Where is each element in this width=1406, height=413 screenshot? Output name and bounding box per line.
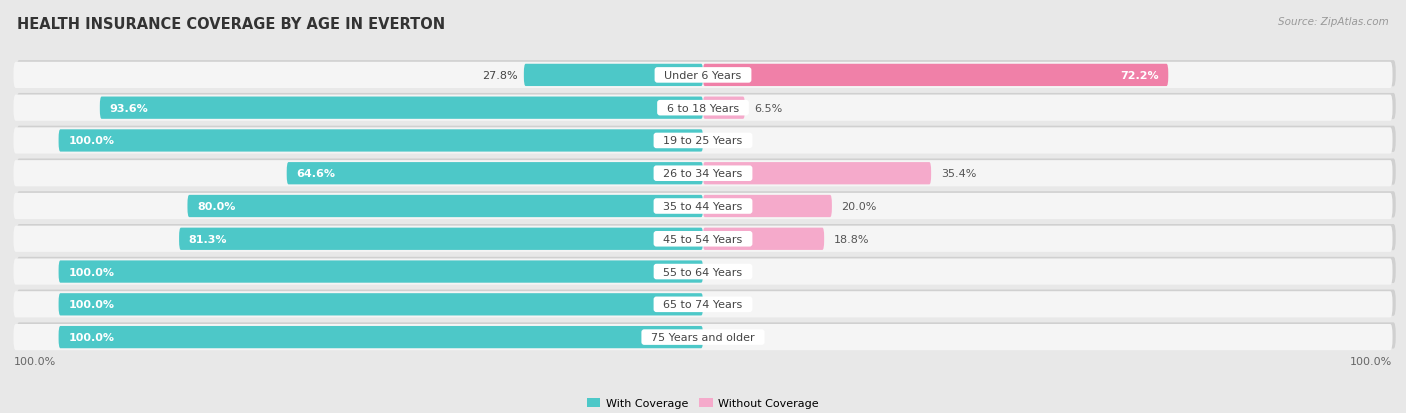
FancyBboxPatch shape: [524, 64, 703, 87]
Text: Source: ZipAtlas.com: Source: ZipAtlas.com: [1278, 17, 1389, 26]
FancyBboxPatch shape: [14, 226, 1392, 252]
Text: 100.0%: 100.0%: [69, 332, 114, 342]
Text: 0.0%: 0.0%: [713, 267, 741, 277]
Text: 93.6%: 93.6%: [110, 103, 148, 114]
FancyBboxPatch shape: [17, 192, 1396, 218]
FancyBboxPatch shape: [179, 228, 703, 250]
Text: 100.0%: 100.0%: [14, 356, 56, 366]
FancyBboxPatch shape: [100, 97, 703, 119]
FancyBboxPatch shape: [17, 126, 1396, 152]
FancyBboxPatch shape: [14, 259, 1392, 285]
Text: 100.0%: 100.0%: [69, 299, 114, 310]
Text: 19 to 25 Years: 19 to 25 Years: [657, 136, 749, 146]
FancyBboxPatch shape: [14, 193, 1392, 220]
Text: Under 6 Years: Under 6 Years: [658, 71, 748, 81]
FancyBboxPatch shape: [14, 292, 1392, 318]
Text: 100.0%: 100.0%: [1350, 356, 1392, 366]
FancyBboxPatch shape: [703, 64, 1168, 87]
FancyBboxPatch shape: [59, 130, 703, 152]
Text: 35 to 44 Years: 35 to 44 Years: [657, 202, 749, 211]
FancyBboxPatch shape: [703, 163, 931, 185]
Text: 100.0%: 100.0%: [69, 267, 114, 277]
Legend: With Coverage, Without Coverage: With Coverage, Without Coverage: [588, 398, 818, 408]
Text: 80.0%: 80.0%: [197, 202, 236, 211]
FancyBboxPatch shape: [17, 159, 1396, 185]
FancyBboxPatch shape: [14, 324, 1392, 350]
Text: 26 to 34 Years: 26 to 34 Years: [657, 169, 749, 179]
Text: 18.8%: 18.8%: [834, 234, 869, 244]
Text: 27.8%: 27.8%: [482, 71, 517, 81]
FancyBboxPatch shape: [703, 195, 832, 218]
FancyBboxPatch shape: [187, 195, 703, 218]
Text: 0.0%: 0.0%: [713, 136, 741, 146]
FancyBboxPatch shape: [703, 97, 745, 119]
Text: 100.0%: 100.0%: [69, 136, 114, 146]
Text: 6.5%: 6.5%: [755, 103, 783, 114]
Text: 81.3%: 81.3%: [188, 234, 228, 244]
Text: 45 to 54 Years: 45 to 54 Years: [657, 234, 749, 244]
Text: 72.2%: 72.2%: [1121, 71, 1159, 81]
FancyBboxPatch shape: [287, 163, 703, 185]
Text: 6 to 18 Years: 6 to 18 Years: [659, 103, 747, 114]
FancyBboxPatch shape: [17, 61, 1396, 87]
FancyBboxPatch shape: [59, 326, 703, 349]
Text: HEALTH INSURANCE COVERAGE BY AGE IN EVERTON: HEALTH INSURANCE COVERAGE BY AGE IN EVER…: [17, 17, 444, 31]
FancyBboxPatch shape: [14, 128, 1392, 154]
Text: 0.0%: 0.0%: [713, 299, 741, 310]
Text: 35.4%: 35.4%: [941, 169, 976, 179]
FancyBboxPatch shape: [17, 290, 1396, 316]
Text: 20.0%: 20.0%: [842, 202, 877, 211]
FancyBboxPatch shape: [17, 257, 1396, 283]
FancyBboxPatch shape: [14, 63, 1392, 89]
Text: 55 to 64 Years: 55 to 64 Years: [657, 267, 749, 277]
Text: 64.6%: 64.6%: [297, 169, 336, 179]
Text: 75 Years and older: 75 Years and older: [644, 332, 762, 342]
FancyBboxPatch shape: [59, 294, 703, 316]
FancyBboxPatch shape: [703, 228, 824, 250]
FancyBboxPatch shape: [14, 161, 1392, 187]
FancyBboxPatch shape: [14, 95, 1392, 121]
FancyBboxPatch shape: [17, 225, 1396, 251]
FancyBboxPatch shape: [17, 323, 1396, 349]
Text: 0.0%: 0.0%: [713, 332, 741, 342]
FancyBboxPatch shape: [17, 94, 1396, 120]
Text: 65 to 74 Years: 65 to 74 Years: [657, 299, 749, 310]
FancyBboxPatch shape: [59, 261, 703, 283]
